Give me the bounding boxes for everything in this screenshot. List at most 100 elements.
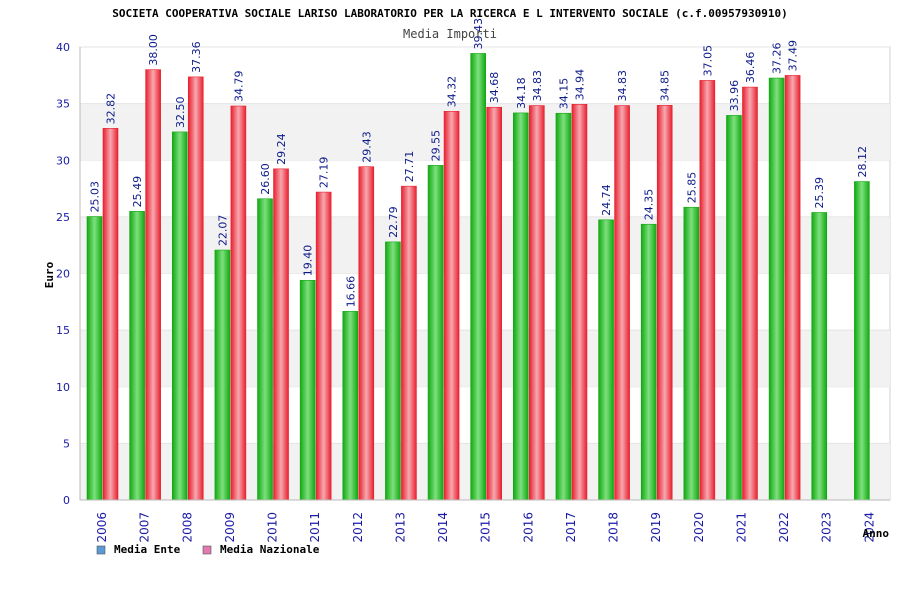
data-label-media-nazionale-2007: 38.00: [147, 34, 160, 66]
data-label-media-ente-2011: 19.40: [302, 245, 315, 277]
bar-media-nazionale-2011: [315, 191, 332, 501]
data-label-media-nazionale-2012: 29.43: [360, 131, 373, 163]
bar-media-ente-2017: [555, 112, 572, 501]
data-label-media-ente-2018: 24.74: [600, 184, 613, 216]
legend-label-media-ente: Media Ente: [114, 543, 181, 556]
x-tick-label: 2013: [393, 512, 407, 543]
y-tick-label: 10: [56, 381, 70, 394]
bar-media-nazionale-2012: [358, 166, 375, 501]
y-axis-title: Euro: [43, 261, 56, 288]
data-label-media-ente-2020: 25.85: [685, 172, 698, 204]
bar-media-ente-2015: [470, 53, 486, 501]
bar-media-ente-2012: [342, 311, 359, 501]
data-label-media-ente-2010: 26.60: [259, 163, 272, 195]
bar-media-nazionale-2013: [401, 185, 417, 501]
data-label-media-nazionale-2014: 34.32: [446, 76, 459, 108]
data-label-media-ente-2022: 37.26: [771, 43, 784, 75]
data-labels-layer: 25.03 32.82 25.49 38.00 32.50 37.36 22.07 34.79…: [89, 18, 869, 307]
bar-media-nazionale-2014: [443, 111, 460, 501]
data-label-media-nazionale-2020: 37.05: [701, 45, 714, 77]
bar-media-ente-2006: [86, 216, 103, 501]
bar-media-nazionale-2006: [102, 128, 119, 501]
x-tick-label: 2009: [223, 512, 237, 543]
data-label-media-nazionale-2009: 34.79: [232, 71, 245, 102]
x-tick-label: 2014: [436, 512, 450, 543]
data-label-media-nazionale-2011: 27.19: [318, 157, 331, 189]
data-label-media-nazionale-2016: 34.83: [531, 70, 544, 102]
x-tick-label: 2011: [308, 512, 322, 543]
data-label-media-ente-2012: 16.66: [344, 276, 357, 308]
bar-media-nazionale-2018: [614, 105, 630, 501]
x-tick-label: 2008: [180, 512, 194, 543]
bars-layer: [86, 53, 870, 501]
y-tick-label: 0: [63, 494, 70, 507]
x-tick-label: 2022: [777, 512, 791, 543]
y-tick-label: 15: [56, 324, 70, 337]
bar-media-ente-2010: [257, 198, 273, 501]
data-label-media-nazionale-2008: 37.36: [190, 41, 203, 73]
chart-subtitle: Media Importi: [403, 27, 497, 41]
x-tick-label: 2017: [564, 512, 578, 543]
y-tick-label: 35: [56, 98, 70, 111]
data-label-media-ente-2023: 25.39: [813, 177, 826, 209]
data-label-media-ente-2006: 25.03: [89, 181, 102, 213]
bar-media-ente-2016: [513, 112, 529, 501]
data-label-media-ente-2008: 32.50: [174, 96, 187, 128]
data-label-media-ente-2014: 29.55: [430, 130, 443, 162]
data-label-media-nazionale-2022: 37.49: [787, 40, 800, 72]
x-tick-label: 2007: [138, 512, 152, 543]
data-label-media-nazionale-2010: 29.24: [275, 133, 288, 165]
y-tick-label: 40: [56, 41, 70, 54]
x-tick-label: 2019: [649, 512, 663, 543]
x-tick-label: 2015: [479, 512, 493, 543]
bar-media-nazionale-2009: [230, 105, 247, 501]
bar-media-nazionale-2021: [742, 86, 758, 501]
x-tick-label: 2006: [95, 512, 109, 543]
data-label-media-nazionale-2019: 34.85: [659, 70, 672, 102]
data-label-media-ente-2016: 34.18: [515, 77, 528, 109]
data-label-media-nazionale-2018: 34.83: [616, 70, 629, 102]
x-tick-label: 2020: [692, 512, 706, 543]
bar-media-nazionale-2007: [145, 69, 161, 501]
bar-media-nazionale-2020: [699, 80, 716, 501]
bar-media-ente-2014: [427, 165, 444, 501]
bar-media-ente-2007: [129, 211, 145, 501]
x-tick-label: 2023: [820, 512, 834, 543]
data-label-media-nazionale-2006: 32.82: [105, 93, 118, 125]
y-tick-label: 5: [63, 437, 70, 450]
data-label-media-ente-2019: 24.35: [643, 189, 656, 221]
data-label-media-ente-2017: 34.15: [557, 78, 570, 110]
y-tick-label: 30: [56, 154, 70, 167]
data-label-media-nazionale-2013: 27.71: [403, 151, 416, 183]
x-tick-label: 2016: [521, 512, 535, 543]
bar-media-ente-2008: [171, 131, 188, 501]
bar-media-ente-2011: [299, 279, 316, 501]
bar-media-nazionale-2016: [529, 105, 545, 501]
x-tick-label: 2018: [607, 512, 621, 543]
chart-title: SOCIETA COOPERATIVA SOCIALE LARISO LABOR…: [112, 7, 788, 20]
bar-media-nazionale-2022: [784, 75, 801, 501]
data-label-media-nazionale-2015: 34.68: [488, 72, 501, 104]
bar-media-ente-2020: [683, 206, 700, 501]
x-axis: 2006 2007 2008 2009 2010 2011 2012 2013 2014 2015…: [80, 499, 890, 543]
bar-media-nazionale-2010: [273, 168, 289, 501]
y-tick-label: 25: [56, 211, 70, 224]
bar-media-ente-2018: [598, 219, 614, 501]
legend-label-media-nazionale: Media Nazionale: [220, 543, 320, 556]
bar-media-nazionale-2008: [187, 76, 204, 501]
legend-swatch-media-ente: [96, 545, 106, 555]
legend-swatch-media-nazionale: [202, 545, 212, 555]
bar-media-ente-2021: [726, 115, 742, 501]
bar-media-ente-2013: [385, 241, 401, 501]
bar-media-nazionale-2017: [571, 104, 588, 501]
bar-media-nazionale-2015: [486, 106, 502, 501]
y-axis: 0 5 10 15 20 25 30 35 40: [56, 41, 81, 507]
data-label-media-nazionale-2021: 36.46: [744, 52, 757, 84]
data-label-media-ente-2015: 39.43: [472, 18, 485, 50]
bar-media-ente-2009: [214, 249, 231, 501]
x-tick-label: 2021: [734, 512, 748, 543]
x-tick-label: 2024: [862, 512, 876, 543]
x-axis-title: Anno: [863, 527, 890, 540]
data-label-media-ente-2021: 33.96: [728, 80, 741, 112]
